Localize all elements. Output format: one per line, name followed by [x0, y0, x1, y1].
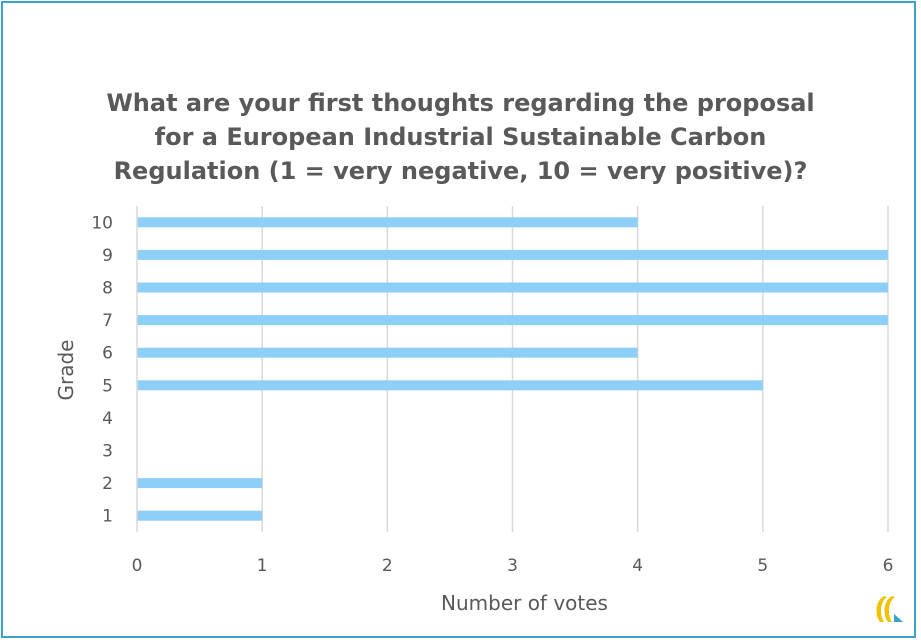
ecr-logo-icon	[876, 596, 903, 622]
x-tick-label: 4	[632, 556, 643, 576]
x-tick-label: 0	[132, 556, 143, 576]
y-tick-label: 7	[102, 311, 113, 331]
y-tick-label: 8	[102, 279, 113, 299]
y-tick-label: 6	[102, 344, 113, 364]
x-axis-title: Number of votes	[441, 591, 608, 615]
y-tick-label: 2	[102, 474, 113, 494]
bar-grade-10	[137, 217, 638, 228]
chart-title-line: for a European Industrial Sustainable Ca…	[154, 123, 767, 151]
y-tick-label: 1	[102, 507, 113, 527]
x-tick-label: 1	[257, 556, 268, 576]
x-tick-label: 5	[757, 556, 768, 576]
bar-grade-6	[137, 347, 638, 358]
x-tick-label: 6	[883, 556, 894, 576]
y-axis-title: Grade	[54, 340, 78, 401]
bar-grade-7	[137, 315, 888, 326]
bar-grade-2	[137, 478, 263, 489]
bar-grade-9	[137, 249, 888, 260]
y-tick-label: 4	[102, 409, 113, 429]
y-tick-label: 9	[102, 246, 113, 266]
bar-grade-8	[137, 282, 888, 293]
chart-title-line: What are your first thoughts regarding t…	[106, 89, 815, 117]
x-tick-label: 2	[382, 556, 393, 576]
chart-title-line: Regulation (1 = very negative, 10 = very…	[113, 157, 808, 185]
bar-grade-5	[137, 380, 763, 391]
y-tick-label: 3	[102, 442, 113, 462]
chart-title: What are your first thoughts regarding t…	[0, 86, 921, 188]
x-tick-label: 3	[507, 556, 518, 576]
y-tick-label: 5	[102, 376, 113, 396]
bar-grade-1	[137, 510, 263, 521]
y-tick-label: 10	[91, 213, 113, 233]
